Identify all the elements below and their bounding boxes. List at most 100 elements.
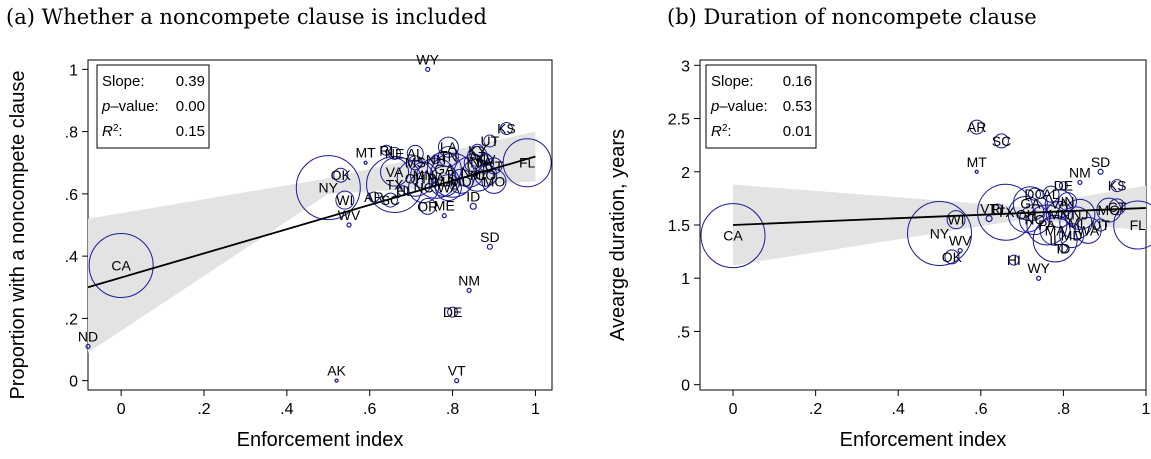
y-axis-label: Proportion with a noncompete clause	[7, 70, 29, 399]
data-point-al	[406, 144, 424, 162]
point-label-ca: CA	[111, 257, 131, 273]
data-point-nm	[1077, 179, 1083, 186]
x-tick-label: 0	[729, 401, 738, 418]
y-tick-label: 2.5	[668, 112, 690, 129]
point-label-ct: CT	[1108, 199, 1127, 215]
point-label-pa: PA	[1038, 217, 1056, 233]
data-point-la	[437, 136, 459, 158]
point-label-va: VA	[1050, 196, 1068, 212]
data-point-wa	[1074, 216, 1102, 244]
point-label-hi: HI	[396, 183, 410, 199]
slope-value: 0.16	[783, 73, 812, 90]
point-label-sc: SC	[992, 133, 1011, 149]
x-axis-label: Enforcement index	[237, 429, 404, 451]
point-label-oh: OH	[405, 170, 426, 186]
data-point-ct	[1108, 198, 1126, 216]
data-point-ar	[969, 119, 985, 135]
point-label-ks: KS	[497, 120, 516, 136]
data-point-ky	[470, 143, 484, 157]
confidence-band	[88, 131, 536, 353]
data-point-mt	[363, 160, 368, 165]
data-point-sd	[1097, 168, 1104, 175]
point-label-hi: HI	[1007, 252, 1021, 268]
panel-title: (b) Duration of noncompete clause	[667, 5, 1037, 29]
p-value-value: 0.53	[783, 98, 812, 115]
data-point-ca	[88, 232, 154, 298]
point-label-wy: WY	[416, 51, 439, 67]
point-label-md: MD	[1061, 228, 1083, 244]
x-tick-label: .4	[280, 401, 293, 418]
data-point-nc	[1019, 204, 1050, 236]
data-point-de	[1058, 181, 1068, 191]
point-label-az: AZ	[468, 149, 486, 165]
data-point-va	[1044, 189, 1074, 219]
y-tick-label: .2	[65, 311, 78, 328]
data-point-in	[463, 153, 483, 173]
point-label-vt: VT	[980, 201, 998, 217]
y-tick-label: 3	[681, 58, 690, 75]
y-tick-label: .4	[65, 249, 78, 266]
point-label-nd: ND	[78, 328, 98, 344]
point-label-mt: MT	[355, 145, 376, 161]
point-label-mn: MN	[1048, 206, 1070, 222]
data-point-wa	[434, 174, 462, 202]
point-label-la: LA	[440, 139, 458, 155]
data-point-tx	[366, 156, 424, 214]
y-axis-label: Avearge duration, years	[607, 129, 629, 341]
stats-box	[705, 64, 817, 149]
y-tick-label: 1	[69, 62, 78, 79]
point-label-nm: NM	[1069, 164, 1091, 180]
x-tick-label: .6	[974, 401, 987, 418]
point-label-sd: SD	[480, 229, 499, 245]
point-label-nj: NJ	[461, 164, 478, 180]
x-tick-label: .8	[1057, 401, 1070, 418]
data-point-wv	[957, 247, 963, 254]
point-label-ar: AR	[967, 119, 986, 135]
y-tick-label: 2	[681, 165, 690, 182]
point-label-ut: UT	[481, 133, 500, 149]
data-point-vt	[454, 378, 460, 384]
point-label-il: IL	[447, 167, 459, 183]
point-label-de: DE	[443, 304, 462, 320]
data-point-nh	[431, 155, 441, 165]
data-point-ok	[333, 167, 349, 183]
r2-value: 0.01	[783, 123, 812, 140]
point-label-ok: OK	[942, 249, 963, 265]
point-label-mo: MO	[483, 173, 506, 189]
slope-label: Slope:	[102, 73, 145, 90]
point-label-ut: UT	[1091, 217, 1110, 233]
point-label-ia: IA	[479, 155, 493, 171]
point-label-fl: FL	[519, 155, 536, 171]
point-label-ks: KS	[1108, 178, 1127, 194]
data-point-ks	[499, 121, 513, 135]
point-label-de: DE	[1054, 178, 1073, 194]
data-point-mi	[460, 158, 494, 192]
y-tick-label: 1	[681, 271, 690, 288]
point-label-wv: WV	[338, 207, 361, 223]
data-point-ca	[700, 203, 766, 269]
data-point-wi	[335, 190, 355, 210]
point-label-ny: NY	[319, 180, 339, 196]
stats-box	[96, 64, 210, 149]
data-point-sd	[486, 243, 493, 250]
data-point-nd	[85, 343, 91, 350]
y-tick-label: 0	[69, 374, 78, 391]
point-label-id: ID	[466, 188, 480, 204]
data-point-va	[380, 157, 410, 187]
point-label-il: IL	[1049, 232, 1061, 248]
x-tick-label: 0	[117, 401, 126, 418]
data-point-hi	[1008, 254, 1020, 266]
point-label-pa: PA	[427, 170, 445, 186]
data-point-wy	[1036, 275, 1042, 281]
point-label-va: VA	[386, 164, 404, 180]
point-label-fl: FL	[1130, 217, 1147, 233]
point-label-mo: MO	[1098, 202, 1121, 218]
data-point-ut	[483, 134, 497, 148]
point-label-ma: MA	[434, 173, 456, 189]
point-label-wi: WI	[947, 212, 964, 228]
point-label-mi: MI	[1068, 215, 1084, 231]
point-label-dc: DC	[1024, 186, 1044, 202]
point-label-sc: SC	[381, 192, 400, 208]
y-tick-label: 1.5	[668, 218, 690, 235]
point-label-al: AL	[407, 145, 424, 161]
